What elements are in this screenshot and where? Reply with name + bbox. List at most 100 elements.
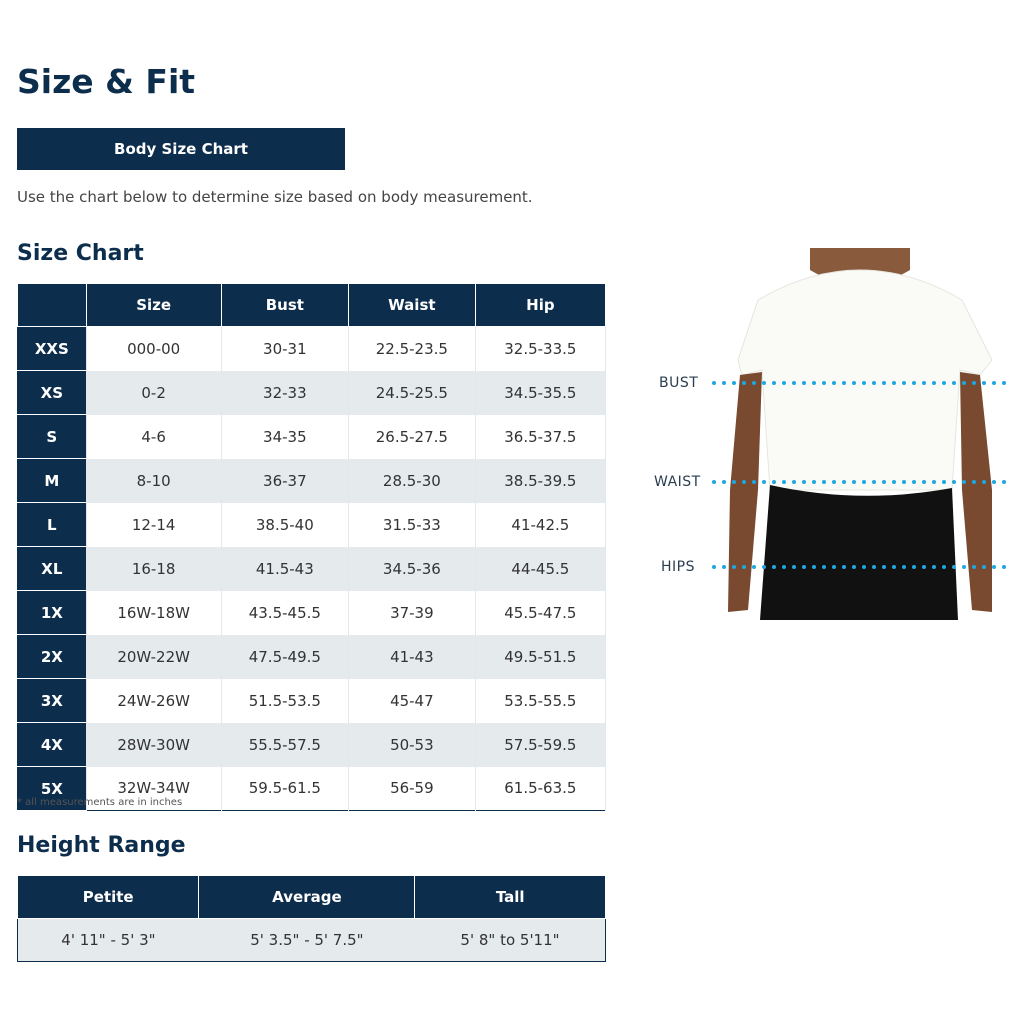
- bust-label: BUST: [659, 375, 699, 391]
- dot: [802, 381, 806, 385]
- dot: [1002, 480, 1006, 484]
- table-cell: 38.5-40: [221, 502, 350, 547]
- dot: [872, 480, 876, 484]
- dot: [892, 480, 896, 484]
- column-header: Average: [198, 875, 416, 919]
- table-cell: 24W-26W: [86, 678, 222, 723]
- size-label: 2X: [17, 634, 87, 679]
- table-cell: 53.5-55.5: [475, 678, 607, 723]
- size-chart-title: Size Chart: [17, 241, 144, 266]
- dot: [922, 480, 926, 484]
- dot: [992, 565, 996, 569]
- dot: [822, 565, 826, 569]
- size-label: 3X: [17, 678, 87, 723]
- table-cell: 8-10: [86, 458, 222, 503]
- dot: [832, 480, 836, 484]
- dot: [722, 480, 726, 484]
- table-cell: 16-18: [86, 546, 222, 591]
- table-cell: 5' 3.5" - 5' 7.5": [198, 918, 415, 962]
- measurement-footnote: * all measurements are in inches: [17, 797, 183, 808]
- table-cell: 41.5-43: [221, 546, 350, 591]
- dot: [822, 381, 826, 385]
- dot: [872, 565, 876, 569]
- dot: [792, 381, 796, 385]
- table-row: XS 0-2 32-33 24.5-25.5 34.5-35.5: [17, 370, 607, 415]
- dot: [762, 480, 766, 484]
- dot: [942, 381, 946, 385]
- dot: [902, 565, 906, 569]
- dot: [932, 381, 936, 385]
- table-row: L 12-14 38.5-40 31.5-33 41-42.5: [17, 502, 607, 547]
- column-header: Tall: [414, 875, 606, 919]
- table-cell: 55.5-57.5: [221, 722, 350, 767]
- model-illustration: [728, 248, 993, 620]
- table-cell: 28.5-30: [348, 458, 476, 503]
- dot: [892, 565, 896, 569]
- table-cell: 0-2: [86, 370, 222, 415]
- table-cell: 61.5-63.5: [475, 766, 607, 811]
- dot: [982, 565, 986, 569]
- table-cell: 36.5-37.5: [475, 414, 607, 459]
- dot: [772, 480, 776, 484]
- dot: [952, 381, 956, 385]
- dot: [962, 480, 966, 484]
- dot: [732, 565, 736, 569]
- table-cell: 12-14: [86, 502, 222, 547]
- dot: [762, 381, 766, 385]
- table-cell: 41-42.5: [475, 502, 607, 547]
- dot: [722, 381, 726, 385]
- size-label: 5X: [17, 766, 87, 811]
- dot: [822, 480, 826, 484]
- table-row: 2X 20W-22W 47.5-49.5 41-43 49.5-51.5: [17, 634, 607, 679]
- body-size-chart-button[interactable]: Body Size Chart: [17, 128, 345, 170]
- dot: [972, 381, 976, 385]
- table-row: 4X 28W-30W 55.5-57.5 50-53 57.5-59.5: [17, 722, 607, 767]
- dot: [842, 480, 846, 484]
- dot: [922, 565, 926, 569]
- table-cell: 41-43: [348, 634, 476, 679]
- table-cell: 49.5-51.5: [475, 634, 607, 679]
- table-cell: 28W-30W: [86, 722, 222, 767]
- size-label: L: [17, 502, 87, 547]
- height-range-table: Petite Average Tall 4' 11" - 5' 3" 5' 3.5" …: [16, 875, 606, 962]
- dot: [832, 381, 836, 385]
- dot: [982, 480, 986, 484]
- table-cell: 36-37: [221, 458, 350, 503]
- dot: [842, 565, 846, 569]
- table-cell: 43.5-45.5: [221, 590, 350, 635]
- column-header: Petite: [16, 875, 200, 919]
- dot: [972, 480, 976, 484]
- intro-text: Use the chart below to determine size ba…: [17, 188, 533, 206]
- dot: [862, 381, 866, 385]
- waist-label: WAIST: [654, 474, 701, 490]
- dot: [792, 565, 796, 569]
- size-label: 1X: [17, 590, 87, 635]
- size-label: XL: [17, 546, 87, 591]
- dot: [922, 381, 926, 385]
- size-label: S: [17, 414, 87, 459]
- dot: [992, 381, 996, 385]
- dot: [912, 480, 916, 484]
- dot: [932, 565, 936, 569]
- dot: [892, 381, 896, 385]
- dot: [802, 480, 806, 484]
- dot: [942, 565, 946, 569]
- table-cell: 32-33: [221, 370, 350, 415]
- dot: [852, 480, 856, 484]
- dot: [972, 565, 976, 569]
- dot: [882, 565, 886, 569]
- dot: [872, 381, 876, 385]
- table-cell: 20W-22W: [86, 634, 222, 679]
- table-cell: 59.5-61.5: [221, 766, 350, 811]
- table-cell: 34.5-36: [348, 546, 476, 591]
- column-header: [17, 283, 87, 327]
- dot: [812, 480, 816, 484]
- table-cell: 32W-34W: [86, 766, 222, 811]
- dot: [932, 480, 936, 484]
- table-cell: 50-53: [348, 722, 476, 767]
- dot: [902, 480, 906, 484]
- dot: [712, 565, 716, 569]
- dot: [952, 565, 956, 569]
- dot: [782, 565, 786, 569]
- table-row: S 4-6 34-35 26.5-27.5 36.5-37.5: [17, 414, 607, 459]
